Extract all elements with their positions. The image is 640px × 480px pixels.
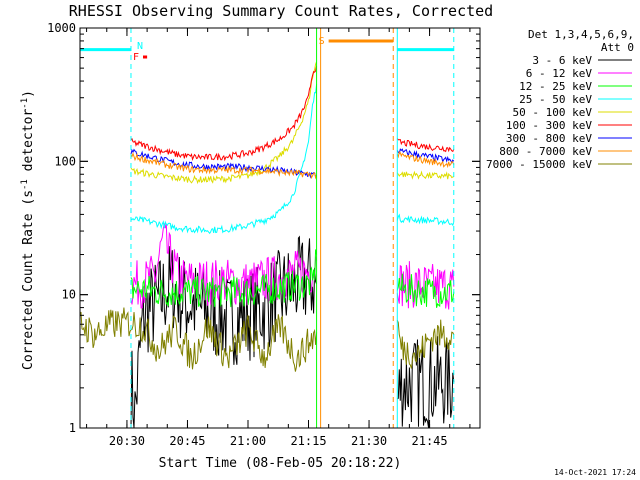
- flag-marker-n: N: [137, 41, 143, 52]
- series-line: [130, 223, 318, 309]
- x-tick-label: 21:30: [351, 434, 387, 448]
- legend-label: 300 - 800 keV: [506, 132, 592, 145]
- legend-label: 3 - 6 keV: [532, 54, 592, 67]
- series-line: [130, 65, 318, 162]
- series-line: [396, 170, 455, 180]
- series-line: [397, 336, 455, 429]
- legend-label: 25 - 50 keV: [519, 93, 592, 106]
- footer-timestamp: 14-Oct-2021 17:24: [554, 468, 636, 477]
- plot-frame: [79, 27, 481, 429]
- x-tick-label: 21:00: [230, 434, 266, 448]
- series-line: [396, 273, 455, 308]
- legend-label: 6 - 12 keV: [526, 67, 593, 80]
- chart-title: RHESSI Observing Summary Count Rates, Co…: [69, 2, 493, 20]
- series-line: [130, 151, 318, 180]
- x-tick-label: 21:45: [412, 434, 448, 448]
- series-line: [396, 261, 455, 310]
- y-tick-label: 10: [62, 288, 76, 302]
- series-line: [130, 83, 318, 235]
- series-line: [396, 213, 455, 227]
- x-axis: 20:30 20:45 21:00 21:15 21:30 21:45: [86, 28, 471, 448]
- series-line: [396, 148, 455, 164]
- series-line: [130, 61, 318, 185]
- legend-label: 50 - 100 keV: [513, 106, 593, 119]
- flag-marker-s: S: [319, 36, 325, 47]
- series-line: [130, 249, 318, 308]
- legend-header-line2: Att 0: [601, 41, 634, 54]
- y-axis-label: Corrected Count Rate (s-1 detector-1): [20, 90, 36, 370]
- series-line: [79, 307, 318, 372]
- legend-label: 800 - 7000 keV: [499, 145, 592, 158]
- series-line: [396, 319, 455, 369]
- series-line: [396, 151, 455, 169]
- legend-header-line1: Det 1,3,4,5,6,9,: [528, 28, 634, 41]
- plot-area: NF S: [79, 27, 481, 429]
- x-tick-label: 20:45: [169, 434, 205, 448]
- legend-label: 12 - 25 keV: [519, 80, 592, 93]
- x-axis-label: Start Time (08-Feb-05 20:18:22): [159, 456, 402, 471]
- series-line: [396, 138, 455, 153]
- y-tick-label: 1: [69, 421, 76, 435]
- x-tick-label: 21:15: [290, 434, 326, 448]
- y-tick-label: 1000: [47, 21, 76, 35]
- series-line: [130, 235, 318, 429]
- y-tick-label: 100: [54, 154, 76, 168]
- x-tick-label: 20:30: [109, 434, 145, 448]
- legend-label: 100 - 300 keV: [506, 119, 592, 132]
- legend-label: 7000 - 15000 keV: [486, 158, 592, 171]
- flag-marker-f: F: [133, 52, 139, 63]
- y-axis: 1 10 100 1000: [47, 21, 480, 435]
